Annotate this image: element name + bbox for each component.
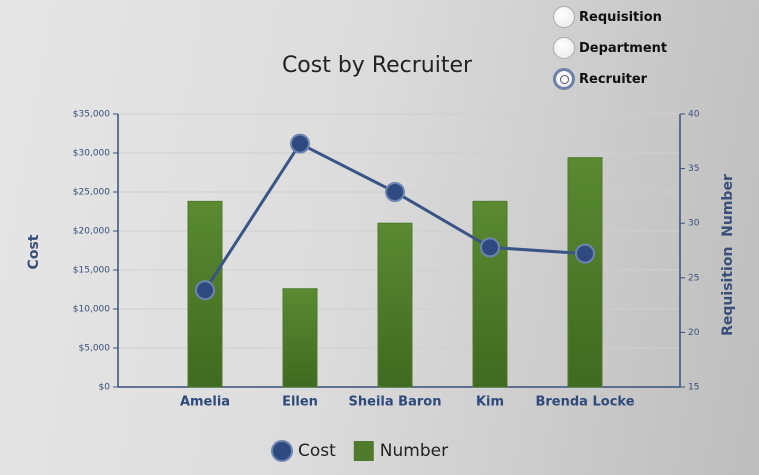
bar bbox=[377, 222, 413, 388]
y-tick-label: $10,000 bbox=[73, 305, 110, 315]
y-tick-label: $5,000 bbox=[79, 344, 111, 354]
y2-tick-label: 40 bbox=[688, 110, 700, 120]
chart-title: Cost by Recruiter bbox=[282, 53, 473, 78]
y-tick-label: $20,000 bbox=[73, 227, 110, 237]
y-tick-label: $30,000 bbox=[73, 149, 110, 159]
radio-option[interactable]: Department bbox=[553, 37, 667, 59]
y-axis-title: Cost bbox=[26, 234, 42, 269]
radio-label[interactable]: Requisition bbox=[579, 9, 662, 25]
bar bbox=[472, 200, 508, 388]
y2-tick-label: 25 bbox=[688, 273, 699, 283]
y-tick-label: $0 bbox=[99, 383, 111, 393]
x-tick-label: Amelia bbox=[180, 395, 230, 410]
y-tick-label: $15,000 bbox=[73, 266, 110, 276]
radio-label[interactable]: Recruiter bbox=[579, 71, 648, 87]
radio-button[interactable] bbox=[553, 6, 575, 28]
marker bbox=[575, 243, 595, 264]
legend-swatch bbox=[271, 440, 293, 462]
x-tick-label: Sheila Baron bbox=[349, 395, 442, 410]
legend-item: Number bbox=[353, 441, 448, 461]
legend-swatch bbox=[353, 441, 374, 461]
y2-tick-label: 30 bbox=[688, 219, 700, 229]
radio-option[interactable]: Requisition bbox=[553, 6, 662, 28]
legend-label: Cost bbox=[298, 441, 336, 461]
legend-item: Cost bbox=[271, 440, 336, 462]
radio-button[interactable] bbox=[553, 68, 575, 90]
bar bbox=[567, 157, 603, 388]
y-tick-label: $25,000 bbox=[73, 188, 110, 198]
y2-tick-label: 15 bbox=[688, 383, 699, 393]
x-tick-label: Kim bbox=[476, 395, 504, 410]
y2-axis-title: Requisition Number bbox=[720, 174, 736, 336]
marker bbox=[385, 182, 405, 202]
y2-tick-label: 35 bbox=[688, 164, 699, 174]
radio-label[interactable]: Department bbox=[579, 40, 668, 56]
marker bbox=[195, 280, 215, 301]
marker bbox=[290, 133, 310, 154]
y2-tick-label: 20 bbox=[688, 328, 700, 338]
bar bbox=[282, 288, 318, 388]
radio-button[interactable] bbox=[553, 37, 575, 59]
y-tick-label: $35,000 bbox=[73, 110, 110, 120]
x-tick-label: Ellen bbox=[282, 395, 318, 410]
radio-option[interactable]: Recruiter bbox=[553, 68, 647, 90]
legend-label: Number bbox=[380, 441, 448, 461]
marker bbox=[480, 237, 500, 258]
x-tick-label: Brenda Locke bbox=[535, 395, 634, 410]
